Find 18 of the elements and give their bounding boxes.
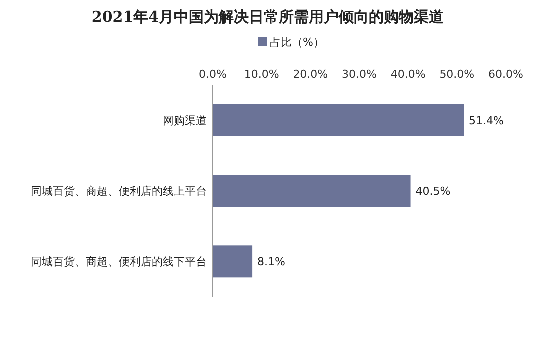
x-tick-label: 20.0% (293, 68, 328, 81)
bar (213, 175, 411, 207)
y-tick-label: 同城百货、商超、便利店的线上平台 (31, 185, 207, 198)
x-tick-label: 50.0% (440, 68, 475, 81)
text: 8.1% (258, 256, 286, 269)
bar (213, 246, 253, 278)
chart-title: 2021年4月中国为解决日常所需用户倾向的购物渠道 (92, 8, 446, 26)
text: 40.5% (416, 185, 451, 198)
x-tick-label: 30.0% (342, 68, 377, 81)
text: 51.4% (469, 114, 504, 128)
bar (213, 104, 464, 136)
x-tick-label: 0.0% (199, 68, 227, 81)
x-tick-label: 10.0% (244, 68, 280, 81)
x-tick-label: 60.0% (488, 68, 524, 81)
y-tick-label: 网购渠道 (163, 114, 207, 128)
legend-label: 占比（%） (270, 36, 324, 49)
y-tick-label: 同城百货、商超、便利店的线下平台 (31, 256, 207, 269)
x-tick-label: 40.0% (390, 68, 426, 81)
